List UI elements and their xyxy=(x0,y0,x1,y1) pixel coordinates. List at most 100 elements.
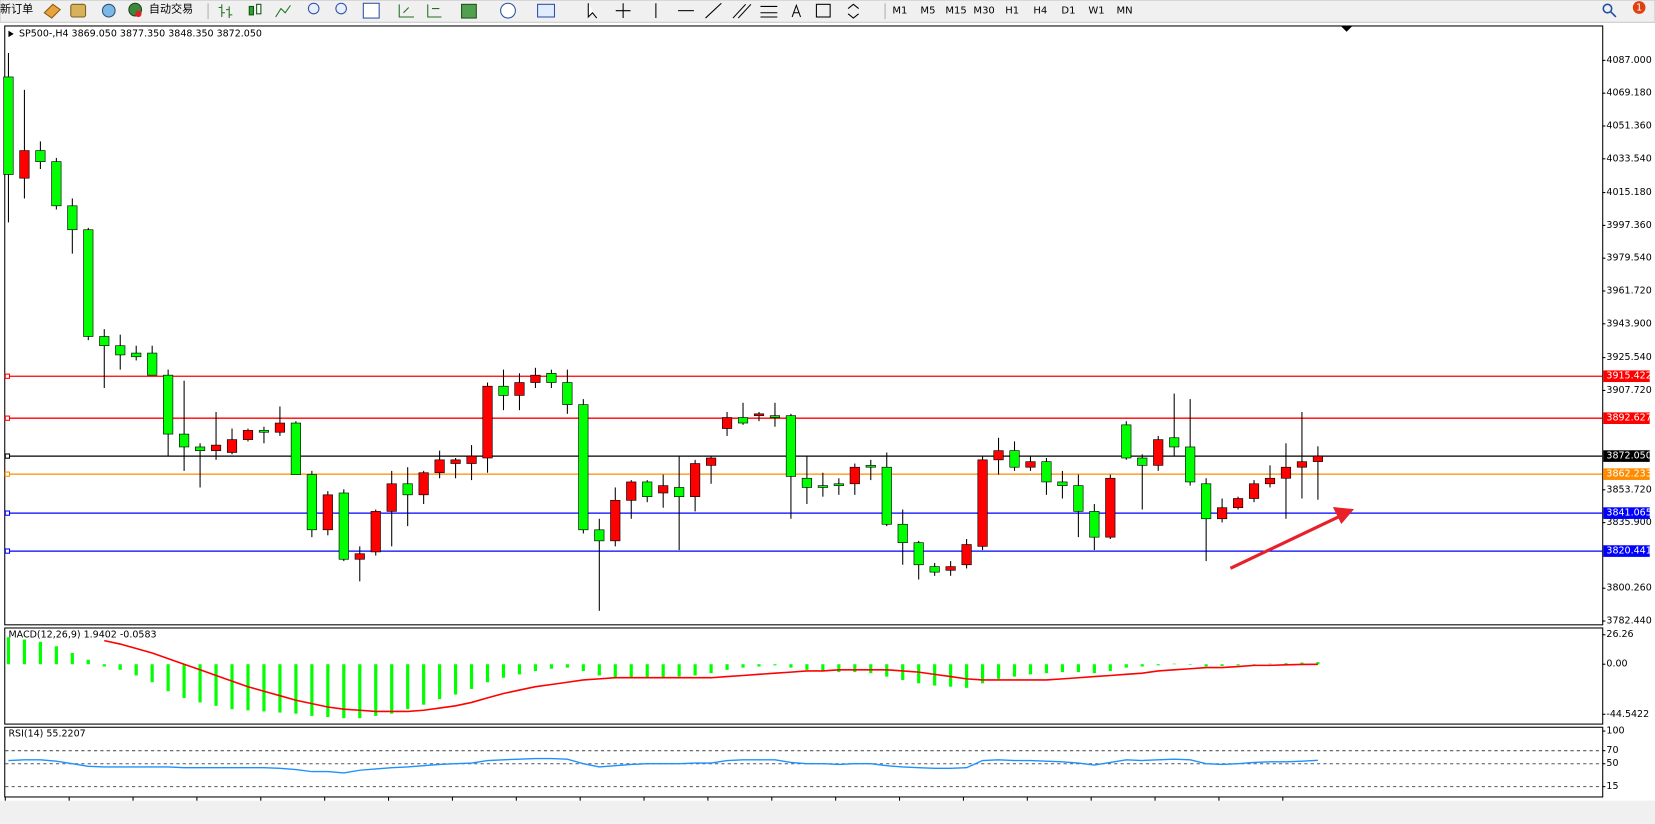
macd-bar xyxy=(597,664,601,676)
candle-body xyxy=(690,463,701,497)
timeframe-button[interactable]: M30 xyxy=(973,6,994,17)
macd-bar xyxy=(1204,664,1208,667)
candle-body xyxy=(1025,461,1036,468)
icon-fibo[interactable] xyxy=(760,5,778,18)
notification-badge[interactable] xyxy=(1632,1,1646,14)
macd-bar xyxy=(725,664,729,670)
toolbar: 新订单 自动交易 1 M1 M5 M15 M30 H1 H4 D1 W1 M xyxy=(0,0,1655,23)
price-label-box xyxy=(1603,545,1650,557)
macd-bar xyxy=(118,664,122,670)
icon-channel[interactable] xyxy=(732,3,752,19)
candle-body xyxy=(817,485,828,488)
candle-body xyxy=(929,566,940,573)
candle-body xyxy=(147,352,158,376)
macd-bar xyxy=(150,664,154,683)
timeframe-button[interactable]: D1 xyxy=(1061,6,1075,17)
macd-bar xyxy=(965,664,969,688)
candle-body xyxy=(99,336,110,347)
icon-signal[interactable] xyxy=(101,3,116,18)
icon-market[interactable] xyxy=(43,3,62,19)
macd-bar xyxy=(1028,664,1033,675)
candle-body xyxy=(402,483,413,496)
icon-periods[interactable] xyxy=(500,2,516,19)
candle-body xyxy=(785,415,797,477)
timeframe-button[interactable]: W1 xyxy=(1088,6,1104,17)
candle-body xyxy=(338,492,349,560)
macd-bar xyxy=(677,664,681,677)
macd-bar xyxy=(310,664,314,716)
timeframe-button[interactable]: M15 xyxy=(945,6,966,17)
macd-bar xyxy=(6,637,11,665)
timeframe-button[interactable]: H4 xyxy=(1033,6,1047,17)
candle-body xyxy=(737,417,749,424)
price-label-box xyxy=(1603,450,1650,462)
y-tick-label: 4069.180 xyxy=(1606,88,1651,99)
price-label: 3841.065 xyxy=(1606,508,1651,519)
macd-bar xyxy=(182,664,186,698)
icon-candles-2 xyxy=(256,3,262,15)
icon-bar-chart[interactable] xyxy=(218,4,233,19)
icon-zoom-out[interactable] xyxy=(335,2,347,15)
rsi-label: RSI(14) 55.2207 xyxy=(8,729,85,740)
macd-bar xyxy=(645,664,649,678)
macd-bar xyxy=(390,664,394,714)
icon-cursor[interactable] xyxy=(587,3,598,19)
macd-bar xyxy=(485,664,490,683)
icon-tile[interactable] xyxy=(362,2,380,19)
candle-body xyxy=(19,150,30,179)
candle-body xyxy=(195,446,206,451)
candle-body xyxy=(1201,483,1212,520)
macd-bar xyxy=(262,664,266,712)
time-axis-bar xyxy=(0,800,1655,824)
macd-bar xyxy=(278,664,282,713)
candle-body xyxy=(179,433,190,448)
macd-bar xyxy=(693,664,697,676)
timeframe-button[interactable]: M1 xyxy=(892,6,907,17)
icon-arrows[interactable] xyxy=(847,3,859,19)
macd-bar xyxy=(1236,664,1240,666)
horizontal-line-handle xyxy=(4,373,11,379)
macd-bar xyxy=(1252,664,1256,665)
y-tick-label: 26.26 xyxy=(1606,629,1633,640)
candle-body xyxy=(1248,483,1260,499)
macd-bar xyxy=(1316,662,1320,665)
candle-body xyxy=(482,385,493,459)
icon-data[interactable] xyxy=(70,3,87,18)
candle-body xyxy=(881,466,892,525)
icon-search[interactable] xyxy=(1602,3,1613,14)
price-label-box xyxy=(1603,468,1650,480)
icon-crosshair[interactable] xyxy=(615,3,631,19)
y-tick-label: 4051.360 xyxy=(1606,120,1651,131)
candle-body xyxy=(674,487,685,497)
icon-autoscroll[interactable] xyxy=(398,4,415,18)
icon-zoom-in[interactable] xyxy=(307,2,320,15)
icon-templates[interactable] xyxy=(537,3,556,18)
timeframe-button[interactable]: H1 xyxy=(1005,6,1019,17)
icon-text[interactable] xyxy=(791,3,802,18)
candle-body xyxy=(274,422,285,433)
macd-bar xyxy=(741,664,745,668)
macd-bar xyxy=(996,664,1001,679)
macd-signal-line xyxy=(104,639,1318,713)
y-tick-label: 3800.260 xyxy=(1606,583,1651,594)
icon-candles[interactable] xyxy=(248,5,255,16)
macd-bar xyxy=(1284,663,1288,665)
macd-bar xyxy=(581,664,585,671)
auto-trading-button[interactable]: 自动交易 xyxy=(149,2,193,16)
toolbar-bg xyxy=(0,0,1655,23)
candle-body xyxy=(1137,457,1148,466)
icon-label[interactable] xyxy=(815,3,831,18)
candle-body xyxy=(290,422,301,475)
timeframe-button[interactable]: M5 xyxy=(920,6,935,17)
macd-bar xyxy=(469,664,474,689)
icon-line-chart[interactable] xyxy=(275,5,291,18)
macd-bar xyxy=(1012,664,1017,677)
timeframe-button[interactable]: MN xyxy=(1117,6,1133,17)
y-tick-label: 4033.540 xyxy=(1606,153,1651,164)
icon-shift[interactable] xyxy=(427,4,442,18)
macd-bar xyxy=(422,664,426,705)
new-order-button[interactable]: 新订单 xyxy=(0,2,33,16)
macd-bar xyxy=(757,664,761,667)
icon-trendline[interactable] xyxy=(705,2,722,19)
icon-indicators[interactable] xyxy=(461,3,477,19)
